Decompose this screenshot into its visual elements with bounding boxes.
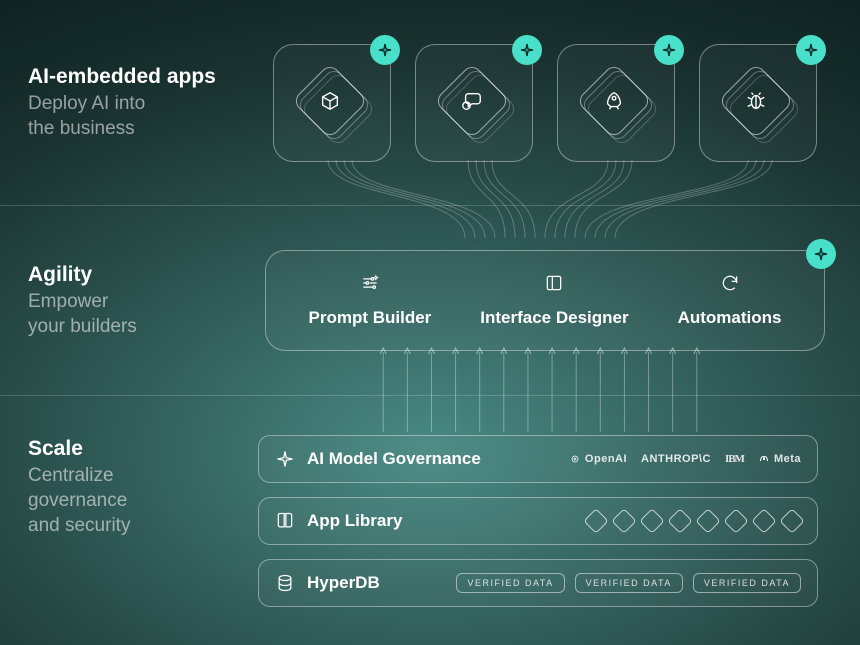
provider-meta: Meta (758, 453, 801, 465)
card-stack (443, 72, 505, 134)
builder-item-label: Automations (678, 308, 782, 328)
bar-library-title: App Library (307, 511, 402, 531)
library-diamond (695, 508, 720, 533)
sparkle-badge (512, 35, 542, 65)
card-stack (727, 72, 789, 134)
layout-icon (544, 273, 564, 298)
builder-item-sliders: Prompt Builder (308, 273, 431, 328)
bar-governance: AI Model Governance OpenAI ANTHROP\C IBM Me… (258, 435, 818, 483)
sliders-icon (360, 273, 380, 298)
library-diamond (723, 508, 748, 533)
bar-hyperdb-title: HyperDB (307, 573, 380, 593)
row-scale-label: Scale Centralizegovernanceand security (28, 435, 258, 538)
book-icon (275, 511, 295, 531)
bar-governance-title: AI Model Governance (307, 449, 481, 469)
provider-openai: OpenAI (569, 453, 627, 465)
app-card-chat (415, 44, 533, 162)
row-apps-label: AI-embedded apps Deploy AI intothe busin… (28, 63, 258, 142)
row-agility-title: Agility (28, 261, 258, 288)
sparkle-icon (275, 449, 295, 469)
sparkle-badge (654, 35, 684, 65)
provider-ibm: IBM (725, 453, 744, 465)
library-diamond (779, 508, 804, 533)
row-agility-subtitle: Empoweryour builders (28, 290, 258, 339)
sparkle-badge (806, 239, 836, 269)
bar-library: App Library (258, 497, 818, 545)
builder-item-label: Prompt Builder (308, 308, 431, 328)
card-stack (301, 72, 363, 134)
row-scale: Scale Centralizegovernanceand security A… (0, 395, 860, 645)
builder-panel: Prompt Builder Interface Designer Automati… (265, 250, 825, 351)
scale-stack: AI Model Governance OpenAI ANTHROP\C IBM Me… (258, 435, 818, 607)
builder-item-layout: Interface Designer (480, 273, 628, 328)
database-icon (275, 573, 295, 593)
row-apps-title: AI-embedded apps (28, 63, 258, 90)
builder-item-label: Interface Designer (480, 308, 628, 328)
library-diamond (751, 508, 776, 533)
app-card-bug (699, 44, 817, 162)
row-scale-title: Scale (28, 435, 258, 462)
library-diamond (667, 508, 692, 533)
library-diamond (639, 508, 664, 533)
row-apps: AI-embedded apps Deploy AI intothe busin… (0, 0, 860, 205)
row-agility-label: Agility Empoweryour builders (28, 261, 258, 340)
refresh-icon (720, 273, 740, 298)
app-cards (273, 44, 817, 162)
row-agility: Agility Empoweryour builders Prompt Buil… (0, 205, 860, 395)
row-apps-subtitle: Deploy AI intothe business (28, 92, 258, 141)
bar-hyperdb: HyperDB VERIFIED DATA VERIFIED DATA VERIFI… (258, 559, 818, 607)
sparkle-badge (370, 35, 400, 65)
card-stack (585, 72, 647, 134)
builder-item-refresh: Automations (678, 273, 782, 328)
verified-data-pill: VERIFIED DATA (575, 573, 683, 593)
verified-data-pill: VERIFIED DATA (456, 573, 564, 593)
sparkle-badge (796, 35, 826, 65)
verified-data-pill: VERIFIED DATA (693, 573, 801, 593)
provider-anthropc: ANTHROP\C (641, 453, 711, 465)
app-card-cube (273, 44, 391, 162)
library-diamond (611, 508, 636, 533)
library-diamonds (587, 512, 801, 530)
app-card-rocket (557, 44, 675, 162)
row-scale-subtitle: Centralizegovernanceand security (28, 464, 258, 538)
library-diamond (583, 508, 608, 533)
